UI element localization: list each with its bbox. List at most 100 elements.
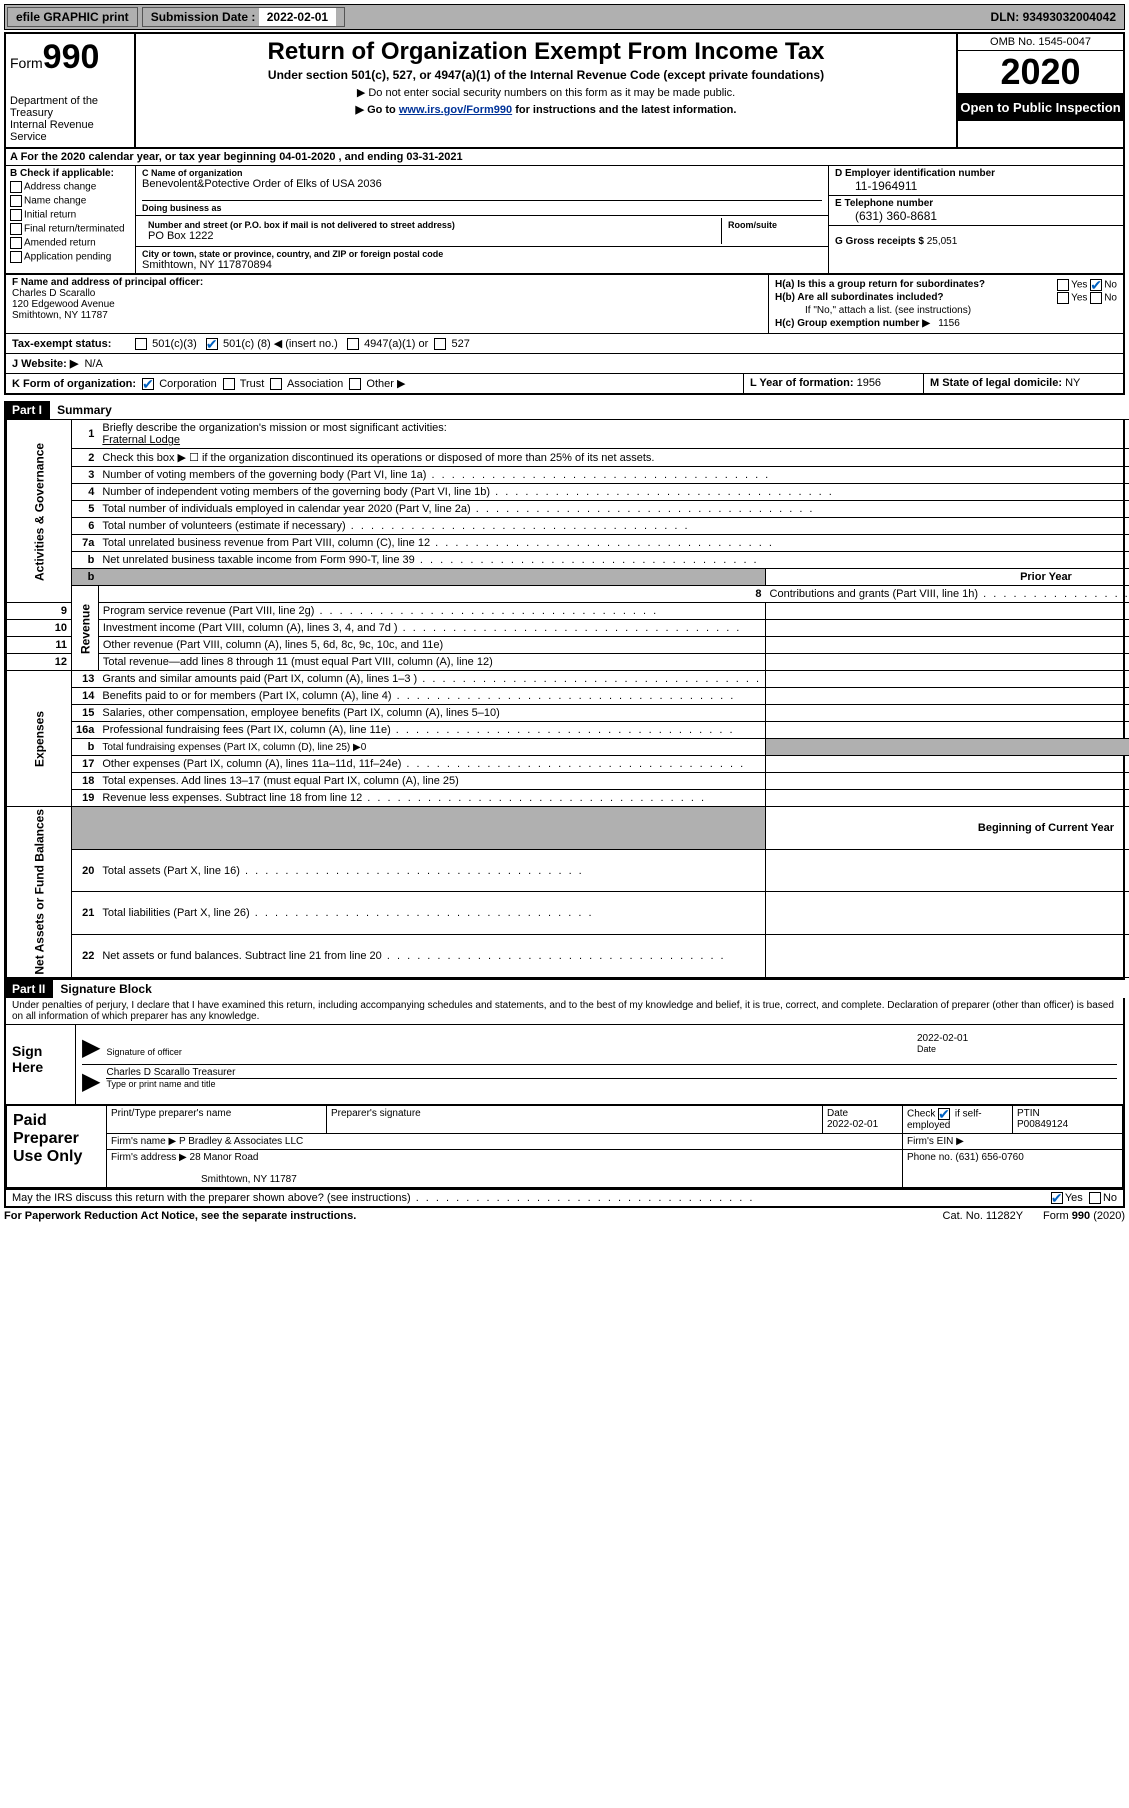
street-address: PO Box 1222	[148, 230, 715, 242]
line14-prior	[766, 688, 1129, 705]
checkbox-4947[interactable]	[347, 338, 359, 350]
group-exemption: 1156	[938, 318, 960, 329]
line16b-prior	[766, 739, 1129, 756]
dln: DLN: 93493032004042	[983, 8, 1124, 26]
signature-block: Under penalties of perjury, I declare th…	[4, 998, 1125, 1190]
form-ref: Form 990 (2020)	[1043, 1210, 1125, 1222]
section-bcd: B Check if applicable: Address change Na…	[4, 166, 1125, 275]
officer-addr1: 120 Edgewood Avenue	[12, 299, 115, 310]
checkbox-hb-no[interactable]	[1090, 292, 1102, 304]
paid-preparer-table: Paid Preparer Use Only Print/Type prepar…	[6, 1105, 1123, 1188]
tax-year: 2020	[958, 51, 1123, 94]
line16a-prior	[766, 722, 1129, 739]
submission-date-value: 2022-02-01	[259, 8, 336, 26]
arrow-icon: ▶	[82, 1067, 100, 1096]
firm-phone: (631) 656-0760	[955, 1152, 1023, 1163]
header-right: OMB No. 1545-0047 2020 Open to Public In…	[958, 34, 1123, 147]
website: N/A	[84, 358, 102, 370]
part-ii-header: Part II	[4, 980, 53, 998]
checkbox-other[interactable]	[349, 378, 361, 390]
checkbox-amended[interactable]	[10, 237, 22, 249]
line9-prior	[766, 603, 1129, 620]
tax-exempt-row: Tax-exempt status: 501(c)(3) 501(c) (8) …	[4, 334, 1125, 354]
checkbox-discuss-no[interactable]	[1089, 1192, 1101, 1204]
paperwork-notice: For Paperwork Reduction Act Notice, see …	[4, 1210, 923, 1222]
line21-prior: 14,674	[766, 892, 1129, 935]
section-a: A For the 2020 calendar year, or tax yea…	[4, 149, 1125, 166]
side-revenue: Revenue	[72, 586, 99, 671]
submission-date-button[interactable]: Submission Date : 2022-02-01	[142, 7, 345, 27]
section-klm: K Form of organization: Corporation Trus…	[4, 374, 1125, 395]
gross-receipts: 25,051	[927, 236, 958, 247]
section-h: H(a) Is this a group return for subordin…	[768, 275, 1123, 333]
department-label: Department of the Treasury Internal Reve…	[10, 95, 130, 143]
firm-addr1: 28 Manor Road	[190, 1152, 259, 1163]
goto-line: ▶ Go to www.irs.gov/Form990 for instruct…	[142, 103, 950, 116]
line22-prior: 840,237	[766, 935, 1129, 978]
checkbox-discuss-yes[interactable]	[1051, 1192, 1063, 1204]
part-ii-title: Signature Block	[56, 982, 151, 996]
ein: 11-1964911	[835, 179, 1117, 193]
sign-here-label: Sign Here	[6, 1025, 76, 1104]
checkbox-initial-return[interactable]	[10, 209, 22, 221]
checkbox-hb-yes[interactable]	[1057, 292, 1069, 304]
checkbox-ha-no[interactable]	[1090, 279, 1102, 291]
checkbox-corporation[interactable]	[142, 378, 154, 390]
checkbox-501c3[interactable]	[135, 338, 147, 350]
section-j: J Website: ▶ N/A	[4, 354, 1125, 374]
side-activities: Activities & Governance	[7, 420, 72, 603]
officer-signature-name: Charles D Scarallo Treasurer	[106, 1067, 1117, 1079]
checkbox-ha-yes[interactable]	[1057, 279, 1069, 291]
checkbox-address-change[interactable]	[10, 181, 22, 193]
checkbox-501c[interactable]	[206, 338, 218, 350]
checkbox-name-change[interactable]	[10, 195, 22, 207]
topbar: efile GRAPHIC print Submission Date : 20…	[4, 4, 1125, 30]
form-subtitle: Under section 501(c), 527, or 4947(a)(1)…	[142, 68, 950, 82]
form-header: Form990 Department of the Treasury Inter…	[4, 32, 1125, 149]
line15-prior: 4,372	[766, 705, 1129, 722]
side-netassets: Net Assets or Fund Balances	[7, 807, 72, 978]
checkbox-527[interactable]	[434, 338, 446, 350]
line19-prior: -5,623	[766, 790, 1129, 807]
summary-table: Activities & Governance 1 Briefly descri…	[6, 419, 1129, 978]
irs-link[interactable]: www.irs.gov/Form990	[399, 104, 512, 116]
mission-text: Fraternal Lodge	[102, 434, 1129, 446]
line12-prior: 147,610	[766, 654, 1129, 671]
catalog-number: Cat. No. 11282Y	[923, 1210, 1044, 1222]
year-formation: 1956	[857, 377, 881, 389]
firm-name: P Bradley & Associates LLC	[179, 1136, 303, 1147]
efile-print-button[interactable]: efile GRAPHIC print	[7, 7, 138, 27]
part-i-body: Activities & Governance 1 Briefly descri…	[4, 419, 1125, 980]
line17-prior: 129,894	[766, 756, 1129, 773]
perjury-declaration: Under penalties of perjury, I declare th…	[6, 998, 1123, 1025]
form-number: Form990	[10, 38, 130, 77]
form-title: Return of Organization Exempt From Incom…	[142, 38, 950, 66]
section-fh: F Name and address of principal officer:…	[4, 275, 1125, 334]
checkbox-final-return[interactable]	[10, 223, 22, 235]
checkbox-association[interactable]	[270, 378, 282, 390]
sig-date: 2022-02-01	[917, 1033, 1117, 1044]
ssn-warning: ▶ Do not enter social security numbers o…	[142, 86, 950, 99]
omb-number: OMB No. 1545-0047	[958, 34, 1123, 51]
checkbox-application-pending[interactable]	[10, 251, 22, 263]
line11-prior: 114,395	[766, 637, 1129, 654]
arrow-icon: ▶	[82, 1033, 100, 1062]
checkbox-self-employed[interactable]	[938, 1108, 950, 1120]
line13-prior: 18,967	[766, 671, 1129, 688]
checkbox-trust[interactable]	[223, 378, 235, 390]
part-i-title: Summary	[53, 403, 112, 417]
officer-name: Charles D Scarallo	[12, 288, 95, 299]
officer-addr2: Smithtown, NY 11787	[12, 310, 108, 321]
col-b: B Check if applicable: Address change Na…	[6, 166, 136, 273]
paid-preparer-label: Paid Preparer Use Only	[7, 1105, 107, 1187]
city-state-zip: Smithtown, NY 117870894	[142, 259, 822, 271]
section-f: F Name and address of principal officer:…	[6, 275, 768, 333]
line18-prior: 153,233	[766, 773, 1129, 790]
col-d: D Employer identification number 11-1964…	[828, 166, 1123, 273]
firm-addr2: Smithtown, NY 11787	[111, 1174, 297, 1185]
ptin: P00849124	[1017, 1119, 1118, 1130]
open-inspection: Open to Public Inspection	[958, 94, 1123, 121]
header-left: Form990 Department of the Treasury Inter…	[6, 34, 136, 147]
part-i-header: Part I	[4, 401, 50, 419]
org-name: Benevolent&Potective Order of Elks of US…	[142, 178, 822, 190]
